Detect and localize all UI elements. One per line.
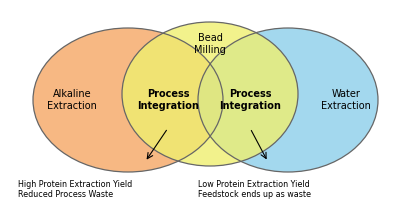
Text: Bead
Milling: Bead Milling [194,33,226,55]
Text: Water
Extraction: Water Extraction [321,89,371,111]
Text: High Protein Extraction Yield
Reduced Process Waste: High Protein Extraction Yield Reduced Pr… [18,180,132,199]
Ellipse shape [122,22,298,166]
Ellipse shape [198,28,378,172]
Text: Process
Integration: Process Integration [219,89,281,111]
Ellipse shape [33,28,223,172]
Text: Low Protein Extraction Yield
Feedstock ends up as waste: Low Protein Extraction Yield Feedstock e… [198,180,311,199]
Text: Process
Integration: Process Integration [137,89,199,111]
Text: Alkaline
Extraction: Alkaline Extraction [47,89,97,111]
